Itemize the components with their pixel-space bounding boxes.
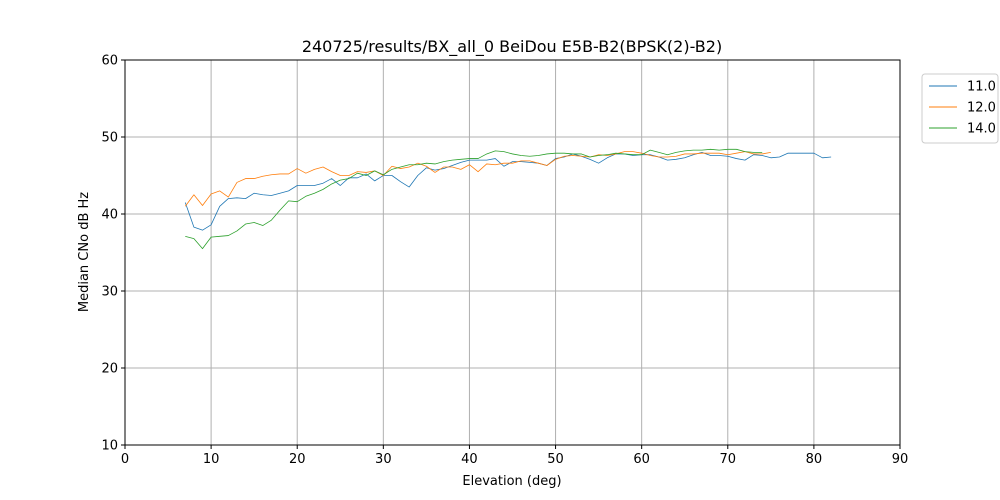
x-tick-label: 50 bbox=[547, 452, 564, 467]
x-tick-label: 40 bbox=[461, 452, 478, 467]
series-lines bbox=[184, 148, 832, 250]
x-tick-label: 60 bbox=[633, 452, 650, 467]
y-axis: 10 20 30 40 50 60 bbox=[101, 54, 125, 454]
legend: 11.0 12.0 14.0 bbox=[921, 73, 999, 144]
legend-label: 14.0 bbox=[967, 122, 996, 137]
y-tick-label: 30 bbox=[101, 285, 118, 300]
legend-label: 11.0 bbox=[967, 80, 996, 95]
x-tick-label: 20 bbox=[289, 452, 306, 467]
chart-title: 240725/results/BX_all_0 BeiDou E5B-B2(BP… bbox=[302, 37, 722, 57]
y-tick-label: 50 bbox=[101, 131, 118, 146]
x-tick-label: 80 bbox=[806, 452, 823, 467]
y-tick-label: 60 bbox=[101, 54, 118, 69]
x-tick-label: 0 bbox=[121, 452, 129, 467]
y-tick-label: 20 bbox=[101, 362, 118, 377]
x-axis: 0 10 20 30 40 50 60 70 80 90 bbox=[121, 445, 908, 467]
x-tick-label: 10 bbox=[203, 452, 220, 467]
x-tick-label: 90 bbox=[892, 452, 909, 467]
plot-area bbox=[124, 59, 901, 446]
grid bbox=[124, 59, 901, 446]
y-tick-label: 40 bbox=[101, 208, 118, 223]
series-line-12.0 bbox=[184, 151, 771, 207]
y-axis-label: Median CNo dB Hz bbox=[77, 192, 92, 312]
x-axis-label: Elevation (deg) bbox=[462, 474, 561, 489]
legend-label: 12.0 bbox=[967, 101, 996, 116]
series-line-14.0 bbox=[185, 148, 763, 250]
y-tick-label: 10 bbox=[101, 439, 118, 454]
series-line-11.0 bbox=[184, 151, 832, 231]
x-tick-label: 30 bbox=[375, 452, 392, 467]
x-tick-label: 70 bbox=[720, 452, 737, 467]
legend-box bbox=[921, 73, 999, 144]
